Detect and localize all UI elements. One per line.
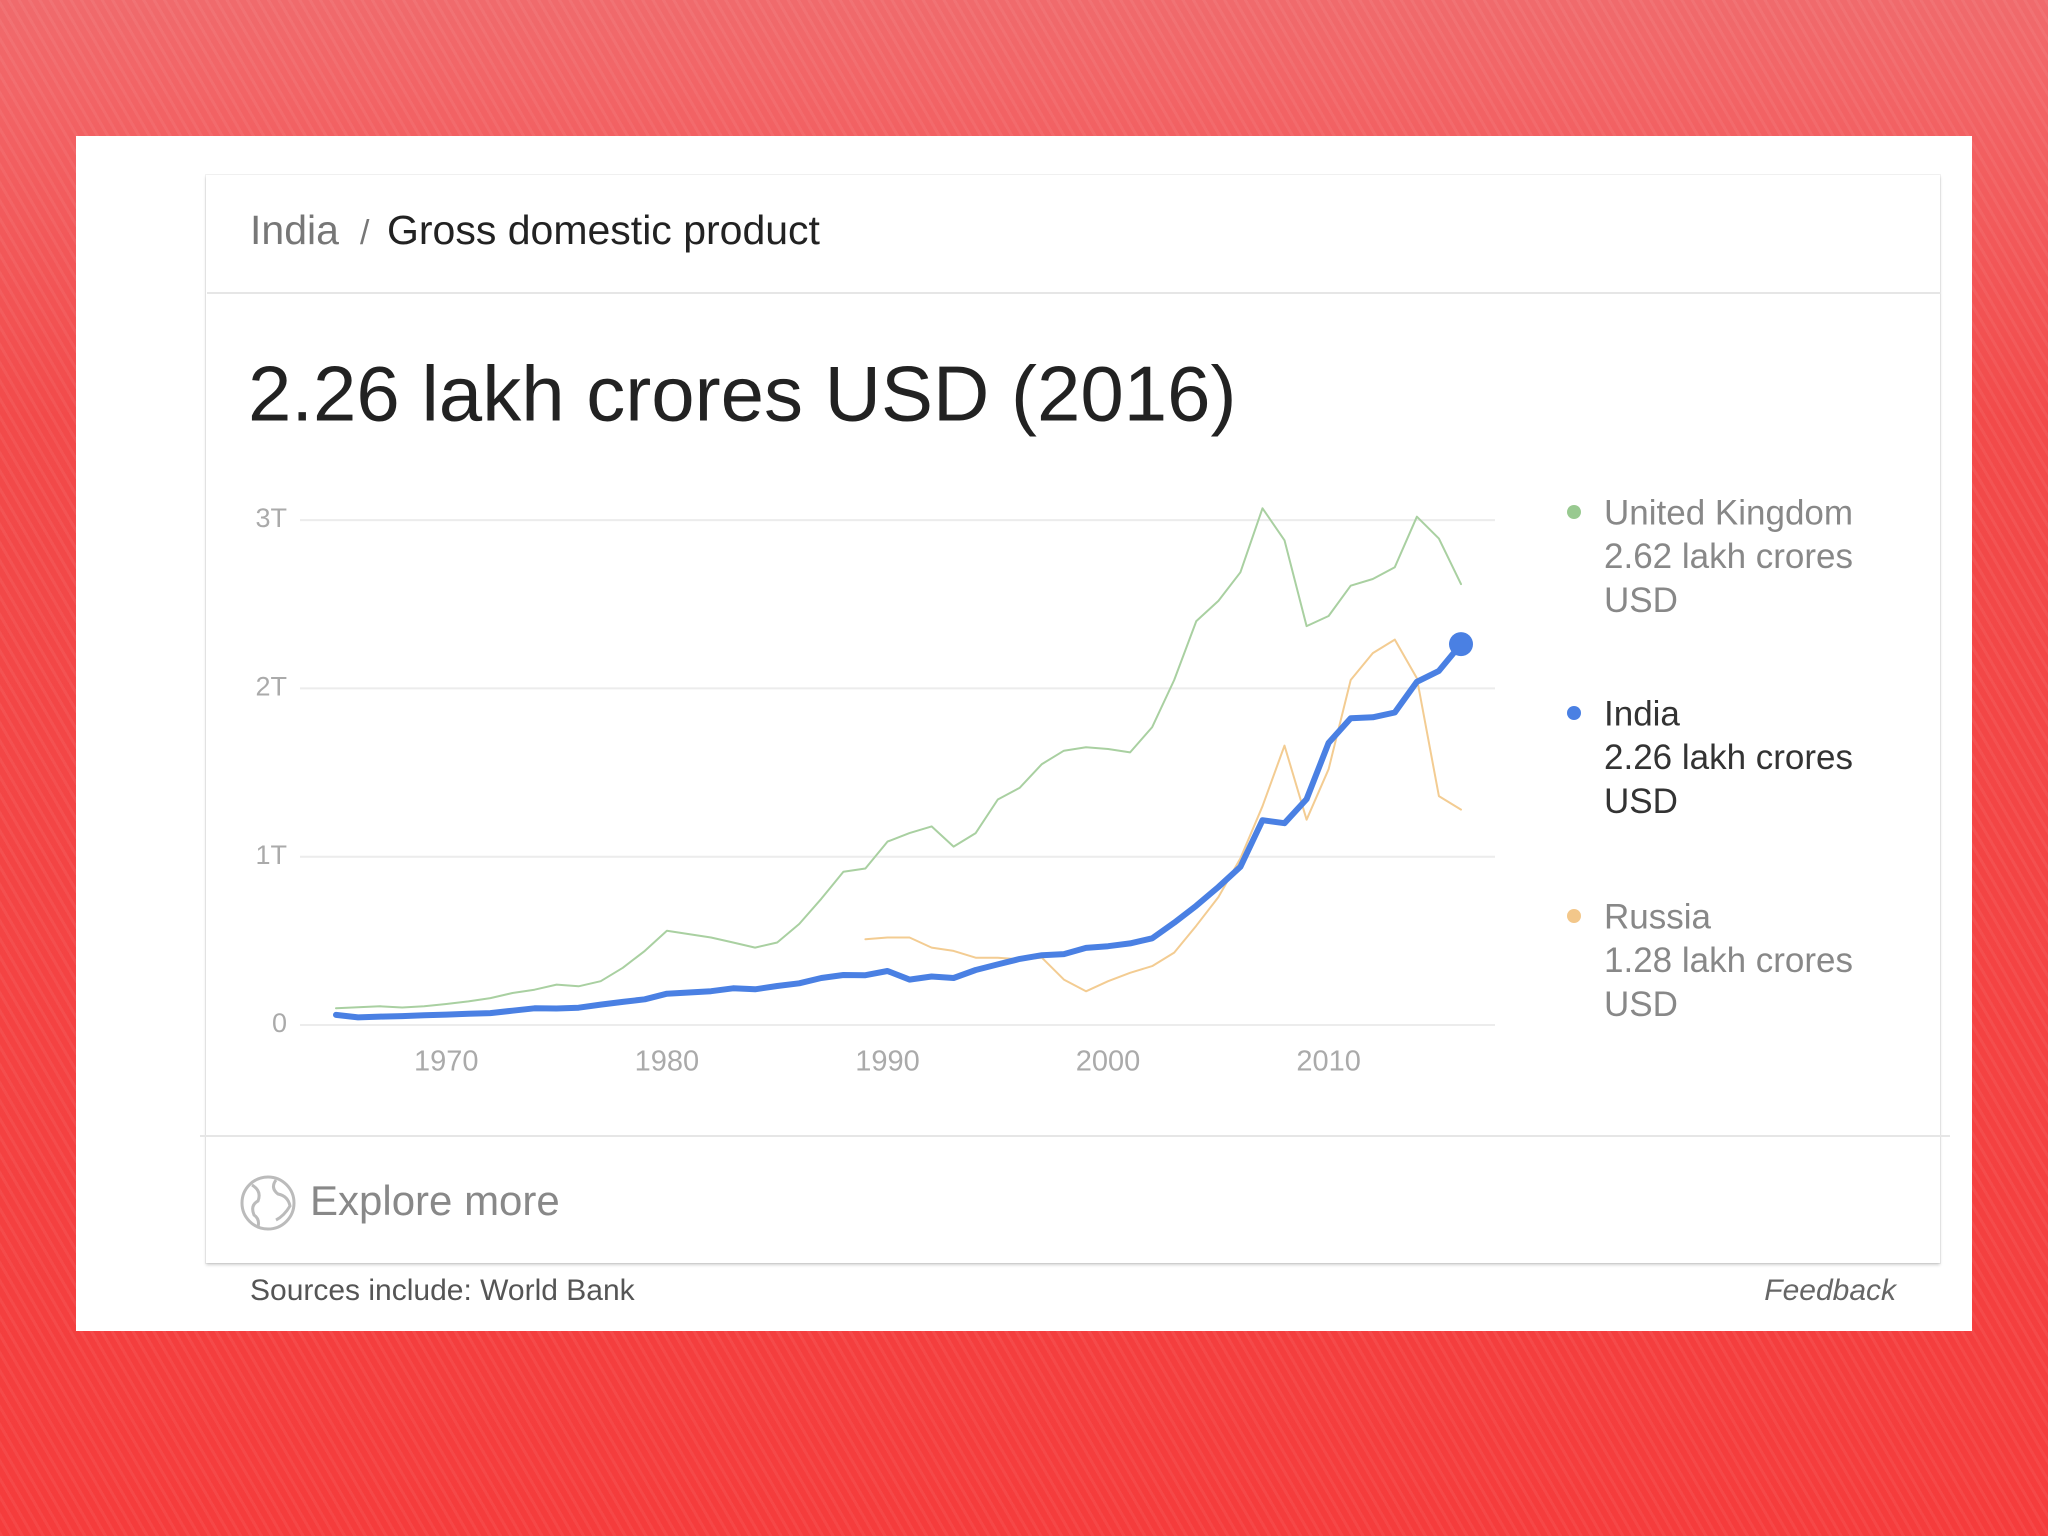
- latest-point: [1449, 632, 1473, 657]
- x-tick-label: 1970: [414, 1046, 479, 1078]
- globe-icon[interactable]: [240, 1175, 296, 1231]
- panel: [76, 136, 1972, 1331]
- x-tick-label: 1980: [635, 1046, 700, 1078]
- card: [206, 175, 1940, 1263]
- sources: Sources include: World Bank: [250, 1274, 636, 1307]
- y-tick-label: 1T: [255, 840, 287, 870]
- legend-name: United Kingdom: [1604, 493, 1853, 532]
- x-tick-label: 2000: [1076, 1046, 1141, 1078]
- legend-value: 2.26 lakh crores USD: [1604, 738, 1853, 821]
- legend-name: Russia: [1604, 897, 1712, 936]
- x-tick-label: 1990: [855, 1046, 920, 1078]
- breadcrumb-separator: /: [360, 214, 370, 252]
- legend-dot[interactable]: [1567, 706, 1581, 720]
- feedback-link[interactable]: Feedback: [1764, 1274, 1898, 1307]
- y-tick-label: 2T: [255, 672, 287, 702]
- legend-dot[interactable]: [1567, 505, 1581, 519]
- series-line: [333, 641, 1464, 1021]
- series-line: [864, 638, 1462, 993]
- breadcrumb-topic: Gross domestic product: [387, 207, 821, 253]
- y-tick-label: 3T: [255, 503, 287, 533]
- legend-value: 1.28 lakh crores USD: [1604, 941, 1853, 1024]
- x-tick-label: 2010: [1296, 1046, 1361, 1078]
- series-line: [335, 507, 1462, 1010]
- breadcrumb-country[interactable]: India: [250, 207, 339, 253]
- legend-value: 2.62 lakh crores USD: [1604, 537, 1853, 620]
- headline: 2.26 lakh crores USD (2016): [248, 350, 1236, 438]
- explore-more[interactable]: Explore more: [310, 1177, 560, 1224]
- y-tick-label: 0: [272, 1008, 287, 1038]
- legend-name: India: [1604, 694, 1680, 733]
- legend-dot[interactable]: [1567, 909, 1581, 923]
